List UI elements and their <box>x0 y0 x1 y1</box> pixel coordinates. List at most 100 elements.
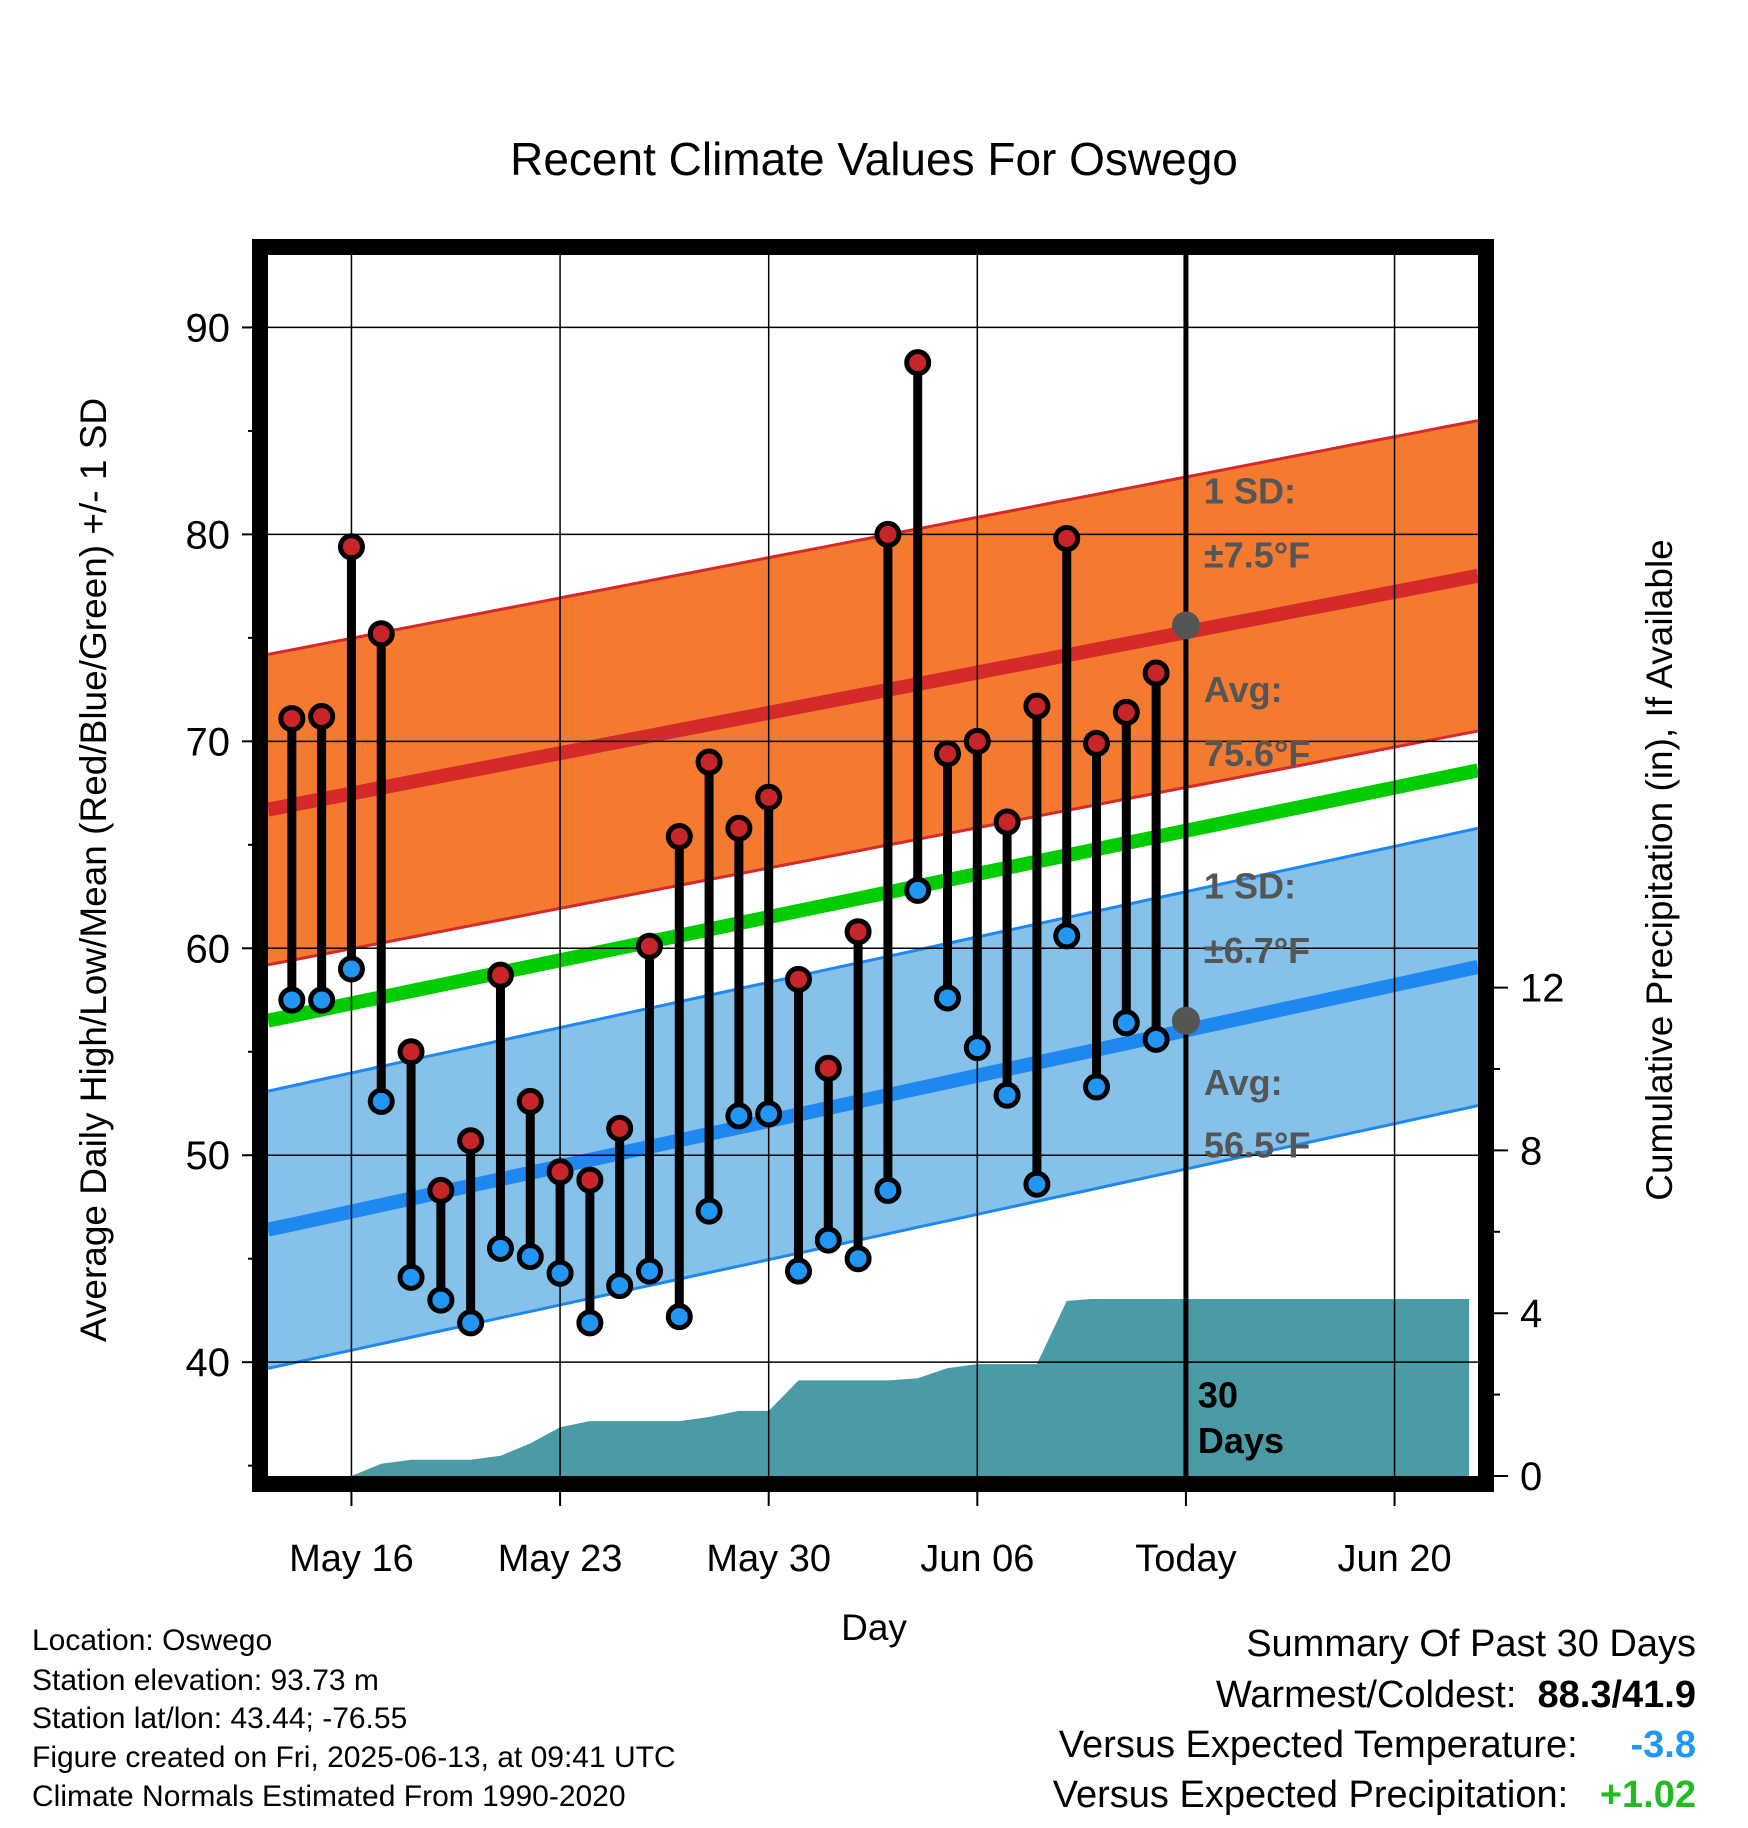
summary-warm-cold-value: 88.3/41.9 <box>1537 1674 1696 1716</box>
y-axis-label: Average Daily High/Low/Mean (Red/Blue/Gr… <box>73 398 114 1342</box>
y2-tick-label: 4 <box>1520 1292 1542 1336</box>
y2-tick-label: 8 <box>1520 1129 1542 1173</box>
low-temp-point <box>844 1245 872 1273</box>
low-temp-point <box>337 955 365 983</box>
mean-normal-line <box>268 763 1478 1028</box>
high-sd-label: 1 SD: <box>1204 470 1296 511</box>
x-tick-label: May 16 <box>289 1538 414 1580</box>
low-temp-point <box>635 1257 663 1285</box>
high-temp-point <box>606 1114 634 1142</box>
high-temp-point <box>1053 525 1081 553</box>
high-temp-point <box>457 1127 485 1155</box>
low-temp-point <box>1053 922 1081 950</box>
y2-tick-label: 12 <box>1520 967 1565 1011</box>
y-tick-label: 50 <box>186 1134 231 1178</box>
info-elevation: Station elevation: 93.73 m <box>32 1664 379 1697</box>
high-temp-point <box>308 702 336 730</box>
high-temp-point <box>755 783 783 811</box>
info-location: Location: Oswego <box>32 1624 273 1657</box>
summary-precip-label: Versus Expected Precipitation: <box>1052 1774 1569 1816</box>
high-temp-point <box>874 520 902 548</box>
summary-temp-value: -3.8 <box>1630 1724 1696 1766</box>
high-temp-point <box>993 808 1021 836</box>
low-temp-point <box>278 986 306 1014</box>
y-tick-label: 60 <box>186 927 231 971</box>
low-temp-point <box>874 1176 902 1204</box>
high-temp-point <box>695 748 723 776</box>
high-temp-point <box>725 814 753 842</box>
high-temp-point <box>904 349 932 377</box>
high-normal-line <box>268 568 1478 817</box>
high-temp-point <box>546 1158 574 1186</box>
precipitation-area <box>351 1299 1470 1476</box>
x-axis-label: Day <box>841 1607 907 1648</box>
summary-precip-value: +1.02 <box>1599 1774 1696 1816</box>
high-temp-point <box>784 965 812 993</box>
low-temp-point <box>1112 1009 1140 1037</box>
plot-area: 1 SD: ±7.5°F Avg: 75.6°F 1 SD: ±6.7°F Avg: 56.5… <box>186 239 1565 1580</box>
high-sd-lower-edge <box>268 729 1478 967</box>
y-tick-label: 40 <box>186 1341 231 1385</box>
info-latlon: Station lat/lon: 43.44; -76.55 <box>32 1702 408 1735</box>
high-temp-point <box>963 727 991 755</box>
summary-warm-cold-label: Warmest/Coldest: <box>1215 1674 1517 1716</box>
high-temp-point <box>1142 659 1170 687</box>
low-sd-upper-edge <box>268 826 1478 1093</box>
low-temp-point <box>1083 1073 1111 1101</box>
x-tick-label: Jun 06 <box>920 1538 1034 1580</box>
summary-precip-row: Versus Expected Precipitation: +1.02 <box>1053 1772 1696 1818</box>
today-low-normal-marker <box>1171 1006 1200 1035</box>
y2-axis-label: Cumulative Precipitation (in), If Availa… <box>1639 539 1680 1201</box>
period-unit: Days <box>1198 1420 1284 1461</box>
low-temp-point <box>784 1257 812 1285</box>
high-temp-point <box>576 1166 604 1194</box>
low-temp-point <box>1023 1170 1051 1198</box>
y-tick-label: 90 <box>186 306 231 350</box>
high-temp-point <box>635 932 663 960</box>
low-sd-label: 1 SD: <box>1204 866 1296 907</box>
low-temp-point <box>725 1102 753 1130</box>
low-temp-point <box>427 1286 455 1314</box>
x-tick-label: May 23 <box>498 1538 623 1580</box>
low-sd-value: ±6.7°F <box>1204 930 1310 971</box>
y2-tick-label: 0 <box>1520 1455 1542 1499</box>
low-temp-point <box>606 1272 634 1300</box>
x-tick-label: May 30 <box>706 1538 831 1580</box>
y-tick-label: 70 <box>186 720 231 764</box>
low-temp-point <box>755 1100 783 1128</box>
low-temp-point <box>486 1234 514 1262</box>
low-avg-label: Avg: <box>1204 1062 1283 1103</box>
high-temp-point <box>427 1176 455 1204</box>
low-temp-point <box>576 1309 604 1337</box>
high-temp-point <box>278 705 306 733</box>
plot-content <box>268 255 1478 1476</box>
summary-temp-label: Versus Expected Temperature: <box>1058 1724 1578 1766</box>
low-temp-point <box>457 1309 485 1337</box>
high-sd-value: ±7.5°F <box>1204 534 1310 575</box>
low-temp-point <box>665 1303 693 1331</box>
low-temp-point <box>546 1259 574 1287</box>
info-normals: Climate Normals Estimated From 1990-2020 <box>32 1780 626 1813</box>
high-temp-point <box>486 961 514 989</box>
low-temp-point <box>963 1034 991 1062</box>
low-temp-point <box>1142 1025 1170 1053</box>
low-temp-point <box>308 986 336 1014</box>
low-temp-point <box>516 1243 544 1271</box>
high-temp-point <box>337 533 365 561</box>
period-number: 30 <box>1198 1375 1238 1416</box>
high-temp-point <box>665 823 693 851</box>
chart-title: Recent Climate Values For Oswego <box>510 133 1238 185</box>
high-avg-value: 75.6°F <box>1204 733 1310 774</box>
high-temp-point <box>844 918 872 946</box>
low-temp-point <box>814 1226 842 1254</box>
summary-title: Summary Of Past 30 Days <box>1246 1623 1696 1665</box>
high-avg-label: Avg: <box>1204 669 1283 710</box>
x-tick-label: Jun 20 <box>1338 1538 1452 1580</box>
high-temp-point <box>367 620 395 648</box>
high-temp-point <box>934 740 962 768</box>
low-temp-point <box>993 1081 1021 1109</box>
low-temp-point <box>904 876 932 904</box>
high-temp-point <box>516 1087 544 1115</box>
low-temp-point <box>367 1087 395 1115</box>
low-temp-point <box>695 1197 723 1225</box>
